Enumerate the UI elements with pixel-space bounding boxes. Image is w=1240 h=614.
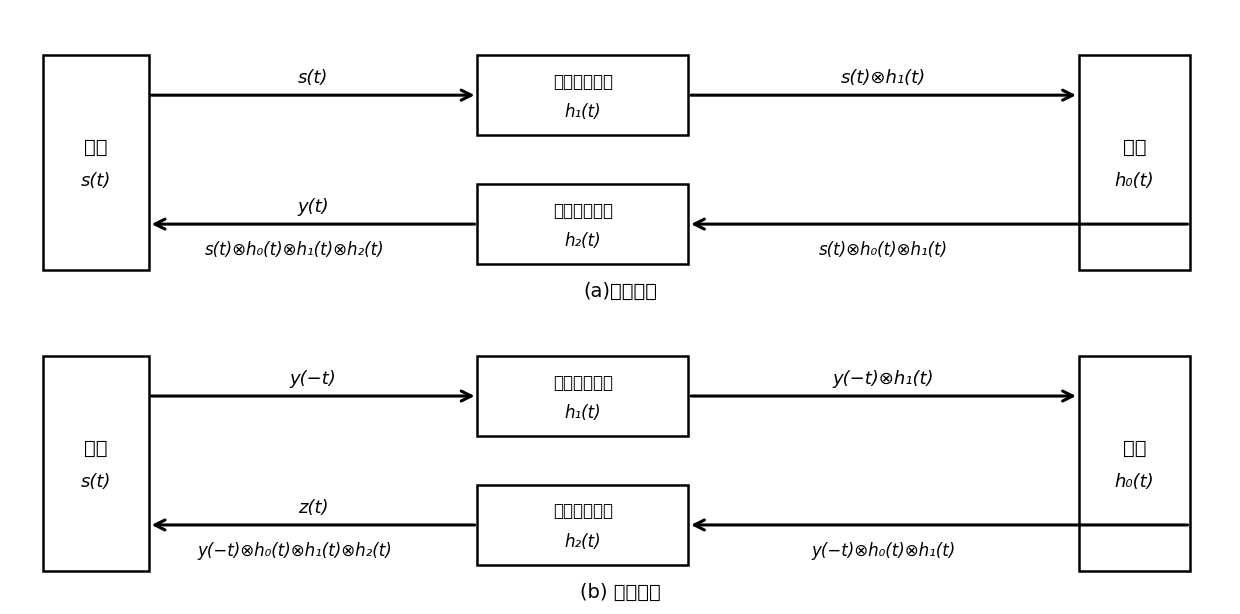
Text: 反向传播信道: 反向传播信道 (553, 502, 613, 521)
Bar (1079, 356, 1190, 571)
Text: h₂(t): h₂(t) (564, 232, 601, 251)
Text: 目标: 目标 (1123, 138, 1146, 157)
Text: 正向传播信道: 正向传播信道 (553, 72, 613, 91)
Text: 目标: 目标 (1123, 439, 1146, 457)
Text: s(t)⊗h₀(t)⊗h₁(t): s(t)⊗h₀(t)⊗h₁(t) (818, 241, 949, 259)
Text: s(t): s(t) (81, 473, 112, 491)
Text: z(t): z(t) (298, 499, 329, 517)
Text: s(t)⊗h₀(t)⊗h₁(t)⊗h₂(t): s(t)⊗h₀(t)⊗h₁(t)⊗h₂(t) (205, 241, 384, 259)
Text: 雷达: 雷达 (84, 138, 108, 157)
Text: 正向传播信道: 正向传播信道 (553, 373, 613, 392)
Text: y(t): y(t) (298, 198, 329, 216)
Text: y(−t)⊗h₁(t): y(−t)⊗h₁(t) (833, 370, 934, 388)
Bar (43, 55, 149, 270)
Text: h₀(t): h₀(t) (1115, 172, 1154, 190)
Text: h₀(t): h₀(t) (1115, 473, 1154, 491)
Bar (477, 184, 688, 264)
Text: 反向传播信道: 反向传播信道 (553, 201, 613, 220)
Text: h₁(t): h₁(t) (564, 103, 601, 122)
Text: 雷达: 雷达 (84, 439, 108, 457)
Bar (477, 485, 688, 565)
Text: s(t): s(t) (298, 69, 329, 87)
Bar (477, 356, 688, 436)
Text: s(t)⊗h₁(t): s(t)⊗h₁(t) (841, 69, 926, 87)
Text: h₂(t): h₂(t) (564, 533, 601, 551)
Bar (43, 356, 149, 571)
Text: s(t): s(t) (81, 172, 112, 190)
Text: y(−t)⊗h₀(t)⊗h₁(t): y(−t)⊗h₀(t)⊗h₁(t) (811, 542, 956, 560)
Text: (a)一次探测: (a)一次探测 (583, 282, 657, 301)
Bar (1079, 55, 1190, 270)
Text: h₁(t): h₁(t) (564, 404, 601, 422)
Text: (b) 二次探测: (b) 二次探测 (579, 583, 661, 602)
Text: y(−t): y(−t) (290, 370, 336, 388)
Bar (477, 55, 688, 135)
Text: y(−t)⊗h₀(t)⊗h₁(t)⊗h₂(t): y(−t)⊗h₀(t)⊗h₁(t)⊗h₂(t) (197, 542, 392, 560)
